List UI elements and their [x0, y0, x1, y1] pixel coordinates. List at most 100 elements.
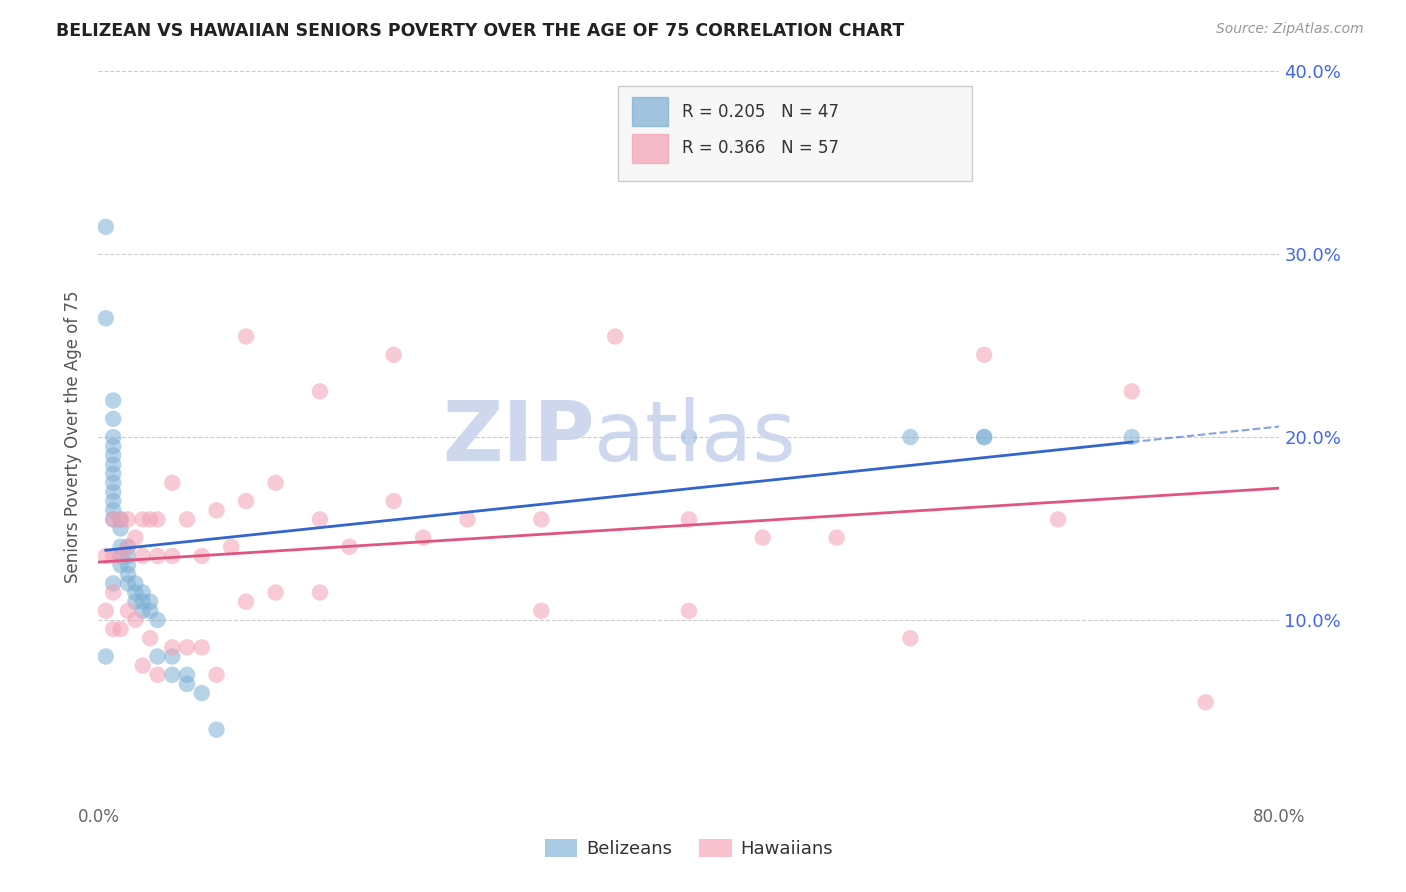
Point [162, 667, 183, 681]
Point [219, 540, 242, 554]
Point [103, 430, 125, 444]
Point [162, 649, 183, 664]
Point [339, 540, 360, 554]
Point [205, 667, 228, 681]
Point [117, 567, 139, 582]
Point [309, 512, 332, 526]
Point [264, 475, 287, 490]
Legend: Belizeans, Hawaiians: Belizeans, Hawaiians [536, 830, 842, 867]
Point [103, 494, 125, 508]
Point [605, 329, 627, 343]
Point [146, 549, 169, 563]
Point [382, 348, 405, 362]
Point [530, 604, 553, 618]
Point [146, 667, 169, 681]
Point [117, 604, 139, 618]
Point [110, 558, 132, 573]
Text: atlas: atlas [595, 397, 796, 477]
Point [94, 219, 117, 234]
Point [146, 613, 169, 627]
Point [132, 658, 155, 673]
Text: R = 0.366   N = 57: R = 0.366 N = 57 [682, 139, 839, 157]
Point [94, 604, 117, 618]
Point [110, 521, 132, 535]
Point [176, 640, 198, 655]
Point [110, 622, 132, 636]
Point [124, 585, 146, 599]
Point [309, 585, 332, 599]
Point [110, 540, 132, 554]
Point [103, 512, 125, 526]
Text: BELIZEAN VS HAWAIIAN SENIORS POVERTY OVER THE AGE OF 75 CORRELATION CHART: BELIZEAN VS HAWAIIAN SENIORS POVERTY OVE… [56, 22, 904, 40]
Point [103, 412, 125, 426]
Point [124, 613, 146, 627]
Point [678, 512, 700, 526]
Point [103, 576, 125, 591]
Point [110, 549, 132, 563]
Point [162, 640, 183, 655]
Point [973, 430, 995, 444]
Point [124, 576, 146, 591]
Point [900, 430, 922, 444]
Y-axis label: Seniors Poverty Over the Age of 75: Seniors Poverty Over the Age of 75 [65, 291, 83, 583]
Point [235, 329, 257, 343]
Point [530, 512, 553, 526]
Point [139, 512, 162, 526]
Point [205, 723, 228, 737]
Text: Source: ZipAtlas.com: Source: ZipAtlas.com [1216, 22, 1364, 37]
Point [132, 585, 155, 599]
Point [117, 549, 139, 563]
Point [103, 512, 125, 526]
Point [191, 686, 214, 700]
Point [176, 512, 198, 526]
Point [191, 640, 214, 655]
Point [678, 604, 700, 618]
Point [117, 540, 139, 554]
Point [678, 430, 700, 444]
Point [110, 549, 132, 563]
Point [235, 594, 257, 608]
Point [103, 393, 125, 408]
Point [751, 531, 773, 545]
Point [103, 622, 125, 636]
Point [1195, 695, 1218, 709]
Point [205, 503, 228, 517]
Point [94, 549, 117, 563]
Point [124, 594, 146, 608]
Point [456, 512, 478, 526]
Point [103, 549, 125, 563]
Point [146, 512, 169, 526]
Point [103, 585, 125, 599]
Point [235, 494, 257, 508]
Point [94, 649, 117, 664]
Point [382, 494, 405, 508]
Point [103, 439, 125, 453]
Point [1121, 430, 1143, 444]
Point [973, 430, 995, 444]
Text: R = 0.205   N = 47: R = 0.205 N = 47 [682, 103, 839, 120]
Point [973, 348, 995, 362]
Point [139, 594, 162, 608]
Point [900, 632, 922, 646]
Point [1046, 512, 1069, 526]
Point [139, 604, 162, 618]
Point [110, 512, 132, 526]
Point [103, 475, 125, 490]
Bar [633, 97, 668, 127]
Point [103, 503, 125, 517]
Point [139, 632, 162, 646]
Point [146, 649, 169, 664]
Point [176, 677, 198, 691]
Point [132, 512, 155, 526]
Point [124, 531, 146, 545]
Point [132, 549, 155, 563]
Point [132, 604, 155, 618]
Point [412, 531, 434, 545]
Point [103, 458, 125, 472]
Point [103, 485, 125, 500]
Point [162, 475, 183, 490]
Point [162, 549, 183, 563]
Point [110, 512, 132, 526]
Point [117, 512, 139, 526]
Point [103, 467, 125, 481]
